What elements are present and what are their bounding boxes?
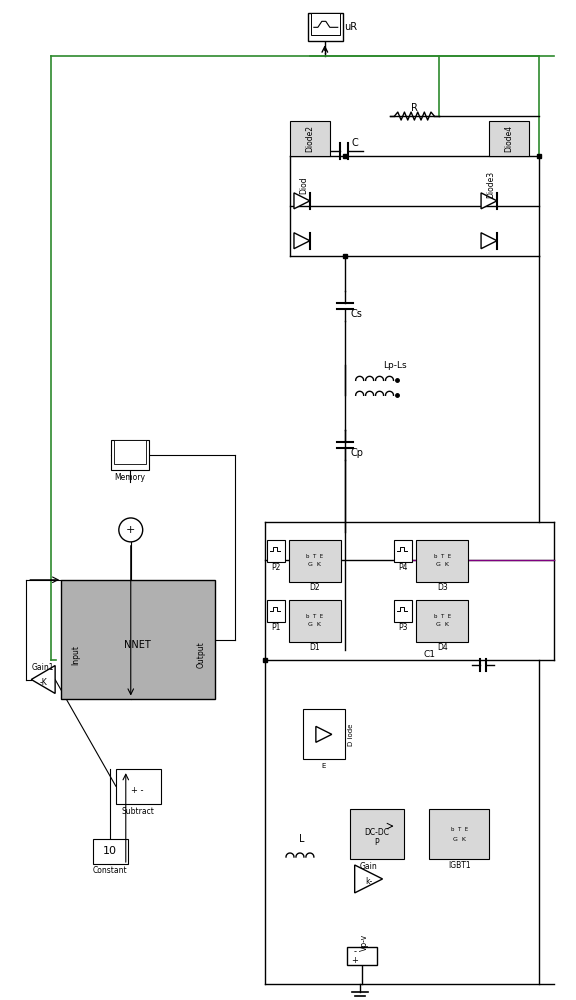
FancyBboxPatch shape bbox=[416, 600, 468, 642]
Text: +: + bbox=[126, 525, 135, 535]
Polygon shape bbox=[481, 233, 497, 249]
Polygon shape bbox=[481, 193, 497, 209]
Text: G  K: G K bbox=[308, 622, 321, 627]
Text: D4: D4 bbox=[437, 643, 448, 652]
Text: Diode2: Diode2 bbox=[305, 125, 314, 152]
Text: NNET: NNET bbox=[124, 640, 151, 650]
Text: DC-DC: DC-DC bbox=[364, 828, 389, 837]
Text: Input: Input bbox=[71, 645, 80, 665]
Text: R: R bbox=[411, 103, 418, 113]
Text: D2: D2 bbox=[309, 583, 320, 592]
FancyBboxPatch shape bbox=[267, 600, 285, 622]
Text: P3: P3 bbox=[399, 623, 408, 632]
Text: Gain: Gain bbox=[360, 862, 377, 871]
Text: Memory: Memory bbox=[114, 473, 145, 482]
FancyBboxPatch shape bbox=[489, 121, 529, 156]
FancyBboxPatch shape bbox=[350, 809, 404, 859]
Text: Diode3: Diode3 bbox=[487, 171, 495, 198]
Circle shape bbox=[119, 518, 143, 542]
FancyBboxPatch shape bbox=[93, 839, 128, 864]
Text: b  T  E: b T E bbox=[434, 614, 451, 619]
FancyBboxPatch shape bbox=[290, 121, 330, 156]
Text: D1: D1 bbox=[309, 643, 320, 652]
Text: + -: + - bbox=[131, 786, 144, 795]
Text: b  T  E: b T E bbox=[306, 554, 324, 559]
Text: P: P bbox=[374, 838, 379, 847]
Text: 10: 10 bbox=[103, 846, 117, 856]
Text: Vp-v: Vp-v bbox=[360, 934, 369, 951]
Text: Subtract: Subtract bbox=[122, 807, 154, 816]
FancyBboxPatch shape bbox=[416, 540, 468, 582]
Text: -K: -K bbox=[39, 678, 47, 687]
FancyBboxPatch shape bbox=[114, 440, 146, 464]
Text: G  K: G K bbox=[308, 562, 321, 567]
Polygon shape bbox=[294, 193, 310, 209]
Text: C: C bbox=[351, 138, 358, 148]
Text: b  T  E: b T E bbox=[306, 614, 324, 619]
Text: +: + bbox=[351, 956, 358, 965]
FancyBboxPatch shape bbox=[311, 13, 340, 35]
Text: E: E bbox=[321, 763, 326, 769]
Text: b  T  E: b T E bbox=[434, 554, 451, 559]
Polygon shape bbox=[294, 233, 310, 249]
Polygon shape bbox=[316, 726, 332, 742]
FancyBboxPatch shape bbox=[289, 540, 341, 582]
Text: IGBT1: IGBT1 bbox=[448, 861, 471, 870]
Text: Lp-Ls: Lp-Ls bbox=[382, 361, 406, 370]
Text: k-: k- bbox=[365, 877, 372, 886]
Text: b  T  E: b T E bbox=[450, 827, 468, 832]
FancyBboxPatch shape bbox=[116, 769, 161, 804]
Text: L: L bbox=[299, 834, 305, 844]
Polygon shape bbox=[31, 666, 55, 693]
Text: P1: P1 bbox=[271, 623, 281, 632]
Text: G  K: G K bbox=[436, 562, 449, 567]
Text: Output: Output bbox=[196, 641, 206, 668]
Text: Constant: Constant bbox=[93, 866, 127, 875]
Text: Gain1: Gain1 bbox=[32, 663, 55, 672]
FancyBboxPatch shape bbox=[289, 600, 341, 642]
Text: uR: uR bbox=[344, 22, 357, 32]
FancyBboxPatch shape bbox=[347, 947, 377, 965]
FancyBboxPatch shape bbox=[395, 540, 412, 562]
FancyBboxPatch shape bbox=[111, 440, 149, 470]
Text: P2: P2 bbox=[271, 563, 281, 572]
Text: G  K: G K bbox=[436, 622, 449, 627]
Polygon shape bbox=[355, 865, 382, 893]
FancyBboxPatch shape bbox=[429, 809, 489, 859]
Text: Cs: Cs bbox=[351, 309, 363, 319]
Text: D iode: D iode bbox=[348, 723, 354, 746]
FancyBboxPatch shape bbox=[303, 709, 344, 759]
FancyBboxPatch shape bbox=[308, 13, 343, 41]
FancyBboxPatch shape bbox=[61, 580, 215, 699]
Text: D3: D3 bbox=[437, 583, 448, 592]
FancyBboxPatch shape bbox=[395, 600, 412, 622]
Text: C1: C1 bbox=[423, 650, 435, 659]
Text: P4: P4 bbox=[399, 563, 408, 572]
Text: Diod: Diod bbox=[300, 176, 308, 194]
Text: Cp: Cp bbox=[350, 448, 363, 458]
Text: -: - bbox=[353, 947, 356, 956]
FancyBboxPatch shape bbox=[267, 540, 285, 562]
Text: Diode4: Diode4 bbox=[505, 124, 513, 152]
Text: G  K: G K bbox=[453, 837, 465, 842]
